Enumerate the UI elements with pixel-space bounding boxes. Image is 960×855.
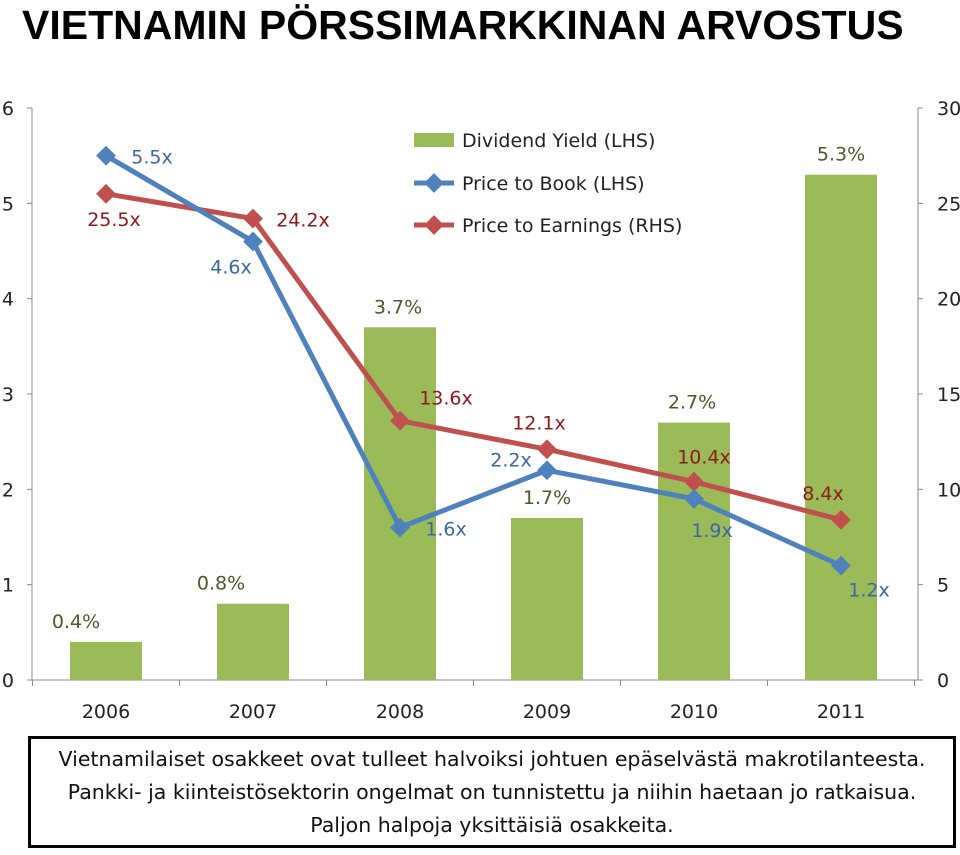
right-tick-label: 20	[937, 289, 960, 311]
legend-swatch-marker	[424, 215, 444, 235]
legend: Dividend Yield (LHS) Price to Book (LHS) P…	[414, 130, 682, 237]
left-tick-label: 5	[2, 193, 14, 215]
caption-line-2: Pankki- ja kiinteistösektorin ongelmat o…	[67, 780, 917, 804]
price-to-book-label: 1.2x	[848, 580, 889, 602]
price-to-earnings-point	[390, 410, 410, 431]
left-tick-label: 0	[2, 670, 14, 692]
price-to-earnings-label: 12.1x	[512, 412, 566, 434]
price-to-earnings-label: 10.4x	[677, 447, 731, 469]
price-to-book-label: 1.6x	[425, 518, 466, 540]
price-to-earnings-point	[537, 439, 557, 460]
data-labels: 0.4% 0.8% 3.7% 1.7% 2.7% 5.3% 5.5x 4.6x 1.6x 2.2x…	[52, 144, 890, 633]
right-tick-label: 10	[937, 479, 960, 501]
price-to-book-point	[537, 460, 557, 481]
price-to-earnings-line	[105, 191, 842, 523]
x-tick-label: 2007	[229, 701, 277, 723]
dividend-label: 0.4%	[52, 611, 100, 633]
legend-label-dividend: Dividend Yield (LHS)	[462, 130, 655, 152]
price-to-book-point	[684, 488, 704, 509]
dividend-bar	[217, 603, 289, 680]
price-to-earnings-label: 8.4x	[802, 483, 843, 505]
dividend-bar	[658, 422, 730, 680]
x-tick-label: 2011	[817, 701, 865, 723]
price-to-book-label: 1.9x	[691, 520, 732, 542]
bar-series	[70, 174, 877, 680]
price-to-earnings-label: 13.6x	[419, 388, 473, 410]
price-to-book-line	[104, 153, 843, 568]
dividend-bar	[805, 174, 877, 680]
right-tick-label: 5	[937, 575, 949, 597]
legend-label: Price to Book (LHS)	[462, 173, 645, 195]
caption-line-3: Paljon halpoja yksittäisiä osakkeita.	[310, 813, 674, 837]
right-tick-label: 30	[937, 98, 960, 120]
dividend-label: 5.3%	[817, 144, 865, 166]
price-to-earnings-label: 24.2x	[276, 210, 330, 232]
left-tick-label: 1	[2, 575, 14, 597]
x-tick-label: 2009	[523, 701, 571, 723]
left-tick-label: 6	[2, 98, 14, 120]
price-to-book-label: 2.2x	[490, 449, 531, 471]
dividend-label: 1.7%	[523, 487, 571, 509]
legend-swatch-marker	[424, 173, 444, 193]
dividend-bar	[511, 517, 583, 680]
price-to-earnings-point	[831, 509, 851, 530]
price-to-book-label: 4.6x	[210, 256, 251, 278]
price-to-book-point	[831, 555, 851, 576]
dividend-bar	[70, 641, 142, 680]
caption-box: Vietnamilaiset osakkeet ovat tulleet hal…	[28, 736, 956, 848]
dividend-label: 0.8%	[197, 573, 245, 595]
price-to-earnings-point	[96, 183, 116, 204]
price-to-earnings-point	[243, 208, 263, 229]
left-tick-label: 4	[2, 289, 14, 311]
page-title: VIETNAMIN PÖRSSIMARKKINAN ARVOSTUS	[22, 2, 904, 48]
dividend-label: 3.7%	[374, 296, 422, 318]
price-to-book-label: 5.5x	[131, 147, 172, 169]
price-to-book-point	[243, 231, 263, 252]
chart: 0 1 2 3 4 5 6 0 5 10 15 20 25 30 2006 2007 2008 2009 2010 2…	[2, 98, 960, 723]
x-tick-label: 2010	[670, 701, 718, 723]
price-to-earnings-label: 25.5x	[87, 209, 141, 231]
right-tick-label: 15	[937, 384, 960, 406]
line-series	[96, 145, 851, 576]
left-tick-label: 2	[2, 479, 14, 501]
axes: 0 1 2 3 4 5 6 0 5 10 15 20 25 30 2006 2007 2008 2009 2010 2…	[2, 98, 960, 723]
dividend-bar	[364, 327, 436, 680]
price-to-earnings-point	[684, 471, 704, 492]
price-to-book-point	[390, 517, 410, 538]
x-tick-label: 2006	[82, 701, 130, 723]
legend-label: Price to Earnings (RHS)	[462, 215, 682, 237]
right-tick-label: 25	[937, 193, 960, 215]
dividend-label: 2.7%	[668, 392, 716, 414]
price-to-book-point	[96, 145, 116, 166]
x-tick-label: 2008	[376, 701, 424, 723]
right-tick-label: 0	[937, 670, 949, 692]
left-tick-label: 3	[2, 384, 14, 406]
caption-line-1: Vietnamilaiset osakkeet ovat tulleet hal…	[58, 747, 926, 771]
legend-swatch-dividend	[414, 133, 454, 147]
